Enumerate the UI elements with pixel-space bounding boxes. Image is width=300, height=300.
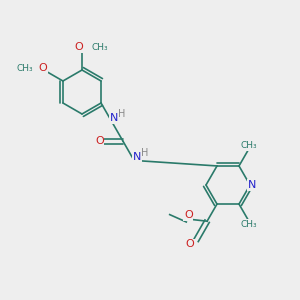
Text: N: N — [133, 152, 141, 162]
Text: O: O — [95, 136, 104, 146]
Text: CH₃: CH₃ — [91, 43, 108, 52]
Text: CH₃: CH₃ — [240, 141, 257, 150]
Text: CH₃: CH₃ — [240, 220, 257, 229]
Text: CH₃: CH₃ — [16, 64, 33, 73]
Text: N: N — [110, 113, 118, 123]
Text: O: O — [186, 239, 194, 249]
Text: H: H — [141, 148, 149, 158]
Text: H: H — [118, 109, 126, 119]
Text: O: O — [38, 63, 47, 73]
Text: O: O — [184, 210, 193, 220]
Text: O: O — [75, 42, 83, 52]
Text: N: N — [248, 180, 256, 190]
